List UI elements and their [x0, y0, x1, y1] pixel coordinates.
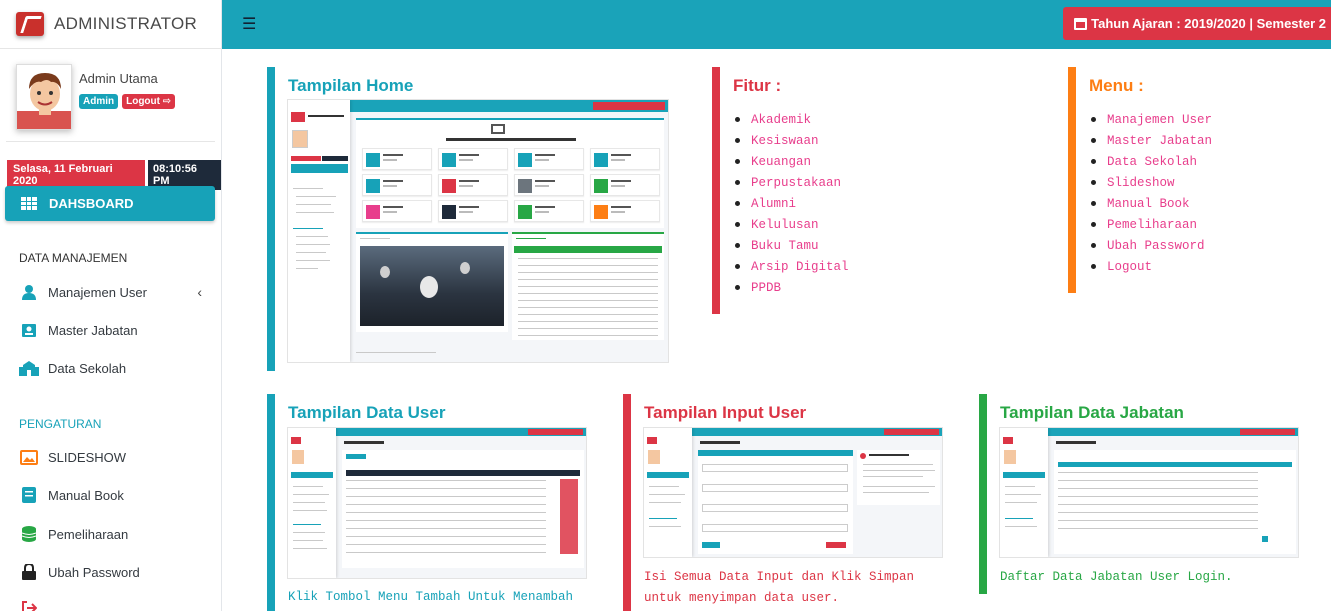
- datetime-bar: Selasa, 11 Februari 2020 08:10:56 PM: [7, 160, 221, 190]
- card-title: Fitur :: [733, 76, 782, 95]
- nav-header-settings: PENGATURAN: [19, 417, 102, 431]
- list-item: Slideshow: [1089, 172, 1298, 193]
- list-item: Arsip Digital: [733, 256, 912, 277]
- sidebar-item-logout[interactable]: [19, 600, 214, 611]
- sidebar: ADMINISTRATOR Admin Utama Admin Logout ⇨…: [0, 0, 222, 611]
- fitur-list: Akademik Kesiswaan Keuangan Perpustakaan…: [733, 109, 912, 298]
- card-title: Tampilan Data Jabatan: [1000, 403, 1184, 422]
- card-tampilan-input-user: Tampilan Input User: [623, 394, 953, 611]
- image-icon: [19, 449, 39, 465]
- list-item: Pemeliharaan: [1089, 214, 1298, 235]
- brand-logo-icon: [16, 12, 44, 36]
- sidebar-item-label: Pemeliharaan: [48, 526, 129, 542]
- topbar: ☰ Tahun Ajaran : 2019/2020 | Semester 2: [222, 0, 1331, 49]
- school-icon: [19, 360, 39, 376]
- card-title: Tampilan Home: [288, 76, 414, 95]
- brand[interactable]: ADMINISTRATOR: [0, 0, 221, 49]
- card-title: Tampilan Data User: [288, 403, 446, 422]
- list-item: Kesiswaan: [733, 130, 912, 151]
- card-fitur: Fitur : Akademik Kesiswaan Keuangan Perp…: [712, 67, 912, 314]
- logout-label: Logout: [126, 96, 160, 107]
- chevron-left-icon: ‹: [197, 284, 202, 300]
- sidebar-item-manajemen-user[interactable]: Manajemen User ‹: [19, 284, 214, 300]
- list-item: Logout: [1089, 256, 1298, 277]
- sidebar-item-label: Manajemen User: [48, 284, 147, 300]
- list-item: PPDB: [733, 277, 912, 298]
- list-item: Akademik: [733, 109, 912, 130]
- input-user-screenshot: [643, 427, 943, 558]
- card-menu: Menu : Manajemen User Master Jabatan Dat…: [1068, 67, 1298, 293]
- menu-toggle-icon[interactable]: ☰: [242, 16, 257, 33]
- sidebar-item-master-jabatan[interactable]: Master Jabatan: [19, 322, 214, 338]
- list-item: Master Jabatan: [1089, 130, 1298, 151]
- dashboard-button[interactable]: DAHSBOARD: [5, 186, 215, 221]
- menu-list: Manajemen User Master Jabatan Data Sekol…: [1089, 109, 1298, 277]
- dashboard-label: DAHSBOARD: [49, 196, 134, 211]
- list-item: Manual Book: [1089, 193, 1298, 214]
- data-user-screenshot: [287, 427, 587, 579]
- sidebar-item-label: Manual Book: [48, 487, 124, 503]
- academic-year-label: Tahun Ajaran : 2019/2020 | Semester 2: [1091, 16, 1326, 31]
- logout-button[interactable]: Logout ⇨: [122, 94, 176, 109]
- sidebar-item-pemeliharaan[interactable]: Pemeliharaan: [19, 526, 214, 542]
- card-tampilan-data-jabatan: Tampilan Data Jabatan: [979, 394, 1309, 594]
- book-icon: [19, 487, 39, 503]
- time-display: 08:10:56 PM: [148, 160, 221, 190]
- card-title: Menu :: [1089, 76, 1144, 95]
- list-item: Ubah Password: [1089, 235, 1298, 256]
- academic-year-button[interactable]: Tahun Ajaran : 2019/2020 | Semester 2: [1063, 7, 1331, 40]
- home-screenshot: [287, 99, 669, 363]
- brand-title: ADMINISTRATOR: [54, 14, 198, 33]
- card-tampilan-data-user: Tampilan Data User: [267, 394, 597, 611]
- lock-icon: [19, 564, 39, 580]
- nav-header-data: DATA MANAJEMEN: [19, 251, 128, 265]
- grid-icon: [21, 197, 37, 210]
- sidebar-item-label: Master Jabatan: [48, 322, 138, 338]
- list-item: Perpustakaan: [733, 172, 912, 193]
- main-content: Tampilan Home: [222, 49, 1331, 611]
- list-item: Keuangan: [733, 151, 912, 172]
- card-description: Isi Semua Data Input dan Klik Simpan unt…: [644, 570, 915, 605]
- card-description: Klik Tombol Menu Tambah Untuk Menambah: [288, 590, 574, 604]
- sidebar-item-slideshow[interactable]: SLIDESHOW: [19, 449, 214, 465]
- database-icon: [19, 526, 39, 542]
- role-badge: Admin: [79, 94, 119, 109]
- calendar-icon: [1074, 17, 1088, 30]
- user-panel: Admin Utama Admin Logout ⇨: [6, 49, 215, 142]
- list-item: Buku Tamu: [733, 235, 912, 256]
- sidebar-item-manual-book[interactable]: Manual Book: [19, 487, 214, 503]
- list-item: Data Sekolah: [1089, 151, 1298, 172]
- card-title: Tampilan Input User: [644, 403, 807, 422]
- card-description: Daftar Data Jabatan User Login.: [1000, 570, 1233, 584]
- sidebar-item-label: Data Sekolah: [48, 360, 127, 376]
- sidebar-item-label: Ubah Password: [48, 564, 140, 580]
- card-tampilan-home: Tampilan Home: [267, 67, 672, 371]
- sidebar-item-ubah-password[interactable]: Ubah Password: [19, 564, 214, 580]
- user-icon: [19, 284, 39, 300]
- sidebar-item-label: SLIDESHOW: [48, 449, 127, 465]
- list-item: Manajemen User: [1089, 109, 1298, 130]
- data-jabatan-screenshot: [999, 427, 1299, 558]
- sidebar-item-data-sekolah[interactable]: Data Sekolah: [19, 360, 214, 376]
- list-item: Kelulusan: [733, 214, 912, 235]
- id-badge-icon: [19, 322, 39, 338]
- user-name: Admin Utama: [79, 71, 158, 86]
- date-display: Selasa, 11 Februari 2020: [7, 160, 145, 190]
- avatar: [16, 64, 72, 130]
- logout-icon: [19, 600, 39, 611]
- logout-icon: ⇨: [162, 96, 172, 107]
- list-item: Alumni: [733, 193, 912, 214]
